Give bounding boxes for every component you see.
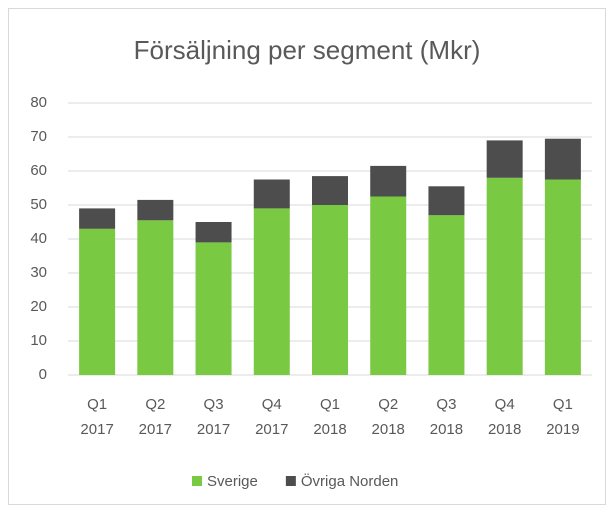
legend-label: Sverige [207, 473, 258, 490]
y-tick-label: 70 [30, 128, 47, 145]
x-tick-label: Q3 [204, 396, 224, 413]
x-tick-label: Q1 [87, 396, 107, 413]
bar-segment [544, 179, 581, 375]
x-tick-label: Q1 [320, 396, 340, 413]
bar-segment [195, 242, 232, 375]
bar-segment [544, 138, 581, 180]
x-tick-label: Q2 [145, 396, 165, 413]
x-tick-label: 2018 [313, 421, 346, 438]
x-tick-label: Q2 [378, 396, 398, 413]
x-tick-label: 2017 [197, 421, 230, 438]
bar-segment [486, 177, 523, 375]
x-tick-label: 2017 [139, 421, 172, 438]
y-tick-label: 50 [30, 196, 47, 213]
bar-segment [428, 215, 465, 375]
bar-segment [195, 222, 232, 243]
legend-swatch [192, 476, 202, 486]
bar-segment [312, 205, 348, 375]
x-tick-label: 2017 [80, 421, 113, 438]
chart-title: Försäljning per segment (Mkr) [134, 35, 481, 65]
y-tick-label: 40 [30, 230, 47, 247]
x-tick-label: Q4 [262, 396, 282, 413]
x-tick-label: 2017 [255, 421, 288, 438]
y-tick-label: 30 [30, 264, 47, 281]
bar-segment [137, 220, 174, 375]
bar-segment [253, 208, 290, 375]
y-tick-label: 60 [30, 162, 47, 179]
bar-segment [486, 140, 523, 178]
x-tick-label: 2018 [488, 421, 521, 438]
bar-segment [79, 208, 116, 229]
y-tick-label: 80 [30, 94, 47, 111]
y-tick-label: 20 [30, 298, 47, 315]
y-tick-label: 0 [39, 366, 47, 383]
x-tick-label: Q4 [495, 396, 515, 413]
bar-segment [79, 228, 116, 375]
x-tick-label: Q3 [436, 396, 456, 413]
x-tick-label: 2018 [430, 421, 463, 438]
bar-segment [312, 176, 348, 205]
bar-segment [137, 199, 174, 221]
x-tick-label: 2018 [372, 421, 405, 438]
legend-label: Övriga Norden [301, 472, 399, 490]
bar-segment [370, 165, 407, 197]
x-tick-label: Q1 [553, 396, 573, 413]
x-tick-label: 2019 [546, 421, 579, 438]
bar-segment [428, 186, 465, 216]
legend-swatch [285, 476, 296, 486]
y-tick-label: 10 [30, 332, 47, 349]
bar-segment [370, 196, 407, 375]
bar-segment [253, 179, 290, 209]
